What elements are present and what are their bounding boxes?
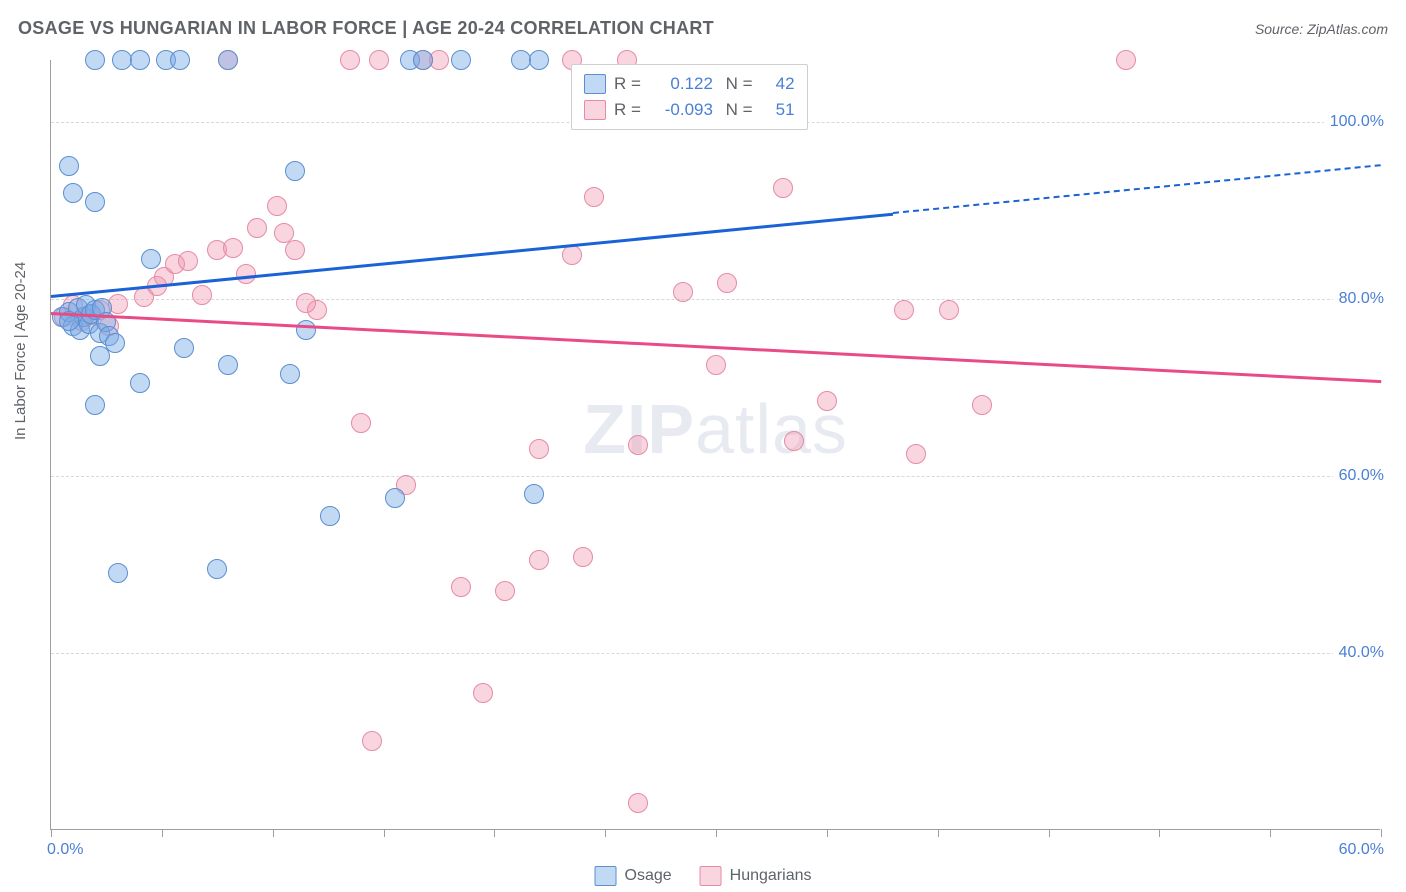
watermark: ZIPatlas [583,389,848,469]
x-tick [1381,829,1382,837]
osage-point [207,559,227,579]
hungarians-point [285,240,305,260]
osage-point [130,50,150,70]
hungarians-point [529,439,549,459]
osage-point [105,333,125,353]
osage-point [141,249,161,269]
osage-point [385,488,405,508]
y-tick-label: 80.0% [1333,290,1384,308]
hungarians-point [784,431,804,451]
legend-swatch-osage [595,866,617,886]
hungarians-point [451,577,471,597]
x-label-left: 0.0% [47,841,83,859]
y-tick-label: 40.0% [1333,644,1384,662]
x-label-right: 60.0% [1339,841,1384,859]
x-tick [605,829,606,837]
hungarians-point [717,273,737,293]
hungarians-point [495,581,515,601]
x-tick [162,829,163,837]
osage-point [108,563,128,583]
hungarians-point [972,395,992,415]
hungarians-point [529,550,549,570]
x-tick [1049,829,1050,837]
legend-item-hungarians: Hungarians [700,866,812,886]
hungarians-point [906,444,926,464]
hungarians-point [340,50,360,70]
hungarians-point [817,391,837,411]
hungarians-point [628,435,648,455]
osage-point [413,50,433,70]
chart-plot-area: ZIPatlas 40.0%60.0%80.0%100.0%0.0%60.0%R… [50,60,1380,830]
x-tick [384,829,385,837]
x-tick [273,829,274,837]
osage-point [218,355,238,375]
stats-swatch [584,74,606,94]
hungarians-point [773,178,793,198]
hungarians-point [939,300,959,320]
hungarians-point [267,196,287,216]
hungarians-point [351,413,371,433]
y-tick-label: 60.0% [1333,467,1384,485]
stats-swatch [584,100,606,120]
y-axis-title: In Labor Force | Age 20-24 [12,262,29,440]
hungarians-point [573,547,593,567]
x-tick [1159,829,1160,837]
hungarians-point [1116,50,1136,70]
osage-point [85,395,105,415]
osage-point [170,50,190,70]
hungarians-point [223,238,243,258]
source-label: Source: ZipAtlas.com [1255,21,1388,37]
osage-point [218,50,238,70]
y-tick-label: 100.0% [1324,113,1384,131]
hungarians-point [894,300,914,320]
x-tick [827,829,828,837]
hungarians-point [369,50,389,70]
legend-label-osage: Osage [625,867,672,885]
osage-point [285,161,305,181]
gridline [51,653,1380,654]
hungarians-point [362,731,382,751]
x-tick [938,829,939,837]
hungarians-point [673,282,693,302]
hungarians-point [274,223,294,243]
legend-label-hungarians: Hungarians [730,867,812,885]
stats-box: R =0.122 N =42R =-0.093 N =51 [571,64,808,130]
osage-point [451,50,471,70]
stats-row: R =0.122 N =42 [584,71,795,97]
osage-point [90,346,110,366]
x-tick [494,829,495,837]
osage-point [174,338,194,358]
bottom-legend: Osage Hungarians [595,866,812,886]
hungarians-point [562,245,582,265]
osage-point [280,364,300,384]
chart-title: OSAGE VS HUNGARIAN IN LABOR FORCE | AGE … [18,18,714,39]
gridline [51,476,1380,477]
hungarians-point [296,293,316,313]
osage-point [529,50,549,70]
hungarians-point [628,793,648,813]
x-tick [51,829,52,837]
osage-point [85,50,105,70]
hungarians-point [178,251,198,271]
x-tick [1270,829,1271,837]
legend-item-osage: Osage [595,866,672,886]
gridline [51,299,1380,300]
x-tick [716,829,717,837]
regression-line [893,164,1381,214]
osage-point [63,183,83,203]
legend-swatch-hungarians [700,866,722,886]
hungarians-point [473,683,493,703]
osage-point [296,320,316,340]
hungarians-point [247,218,267,238]
osage-point [320,506,340,526]
hungarians-point [584,187,604,207]
hungarians-point [192,285,212,305]
osage-point [85,192,105,212]
osage-point [524,484,544,504]
osage-point [59,156,79,176]
hungarians-point [706,355,726,375]
stats-row: R =-0.093 N =51 [584,97,795,123]
osage-point [130,373,150,393]
